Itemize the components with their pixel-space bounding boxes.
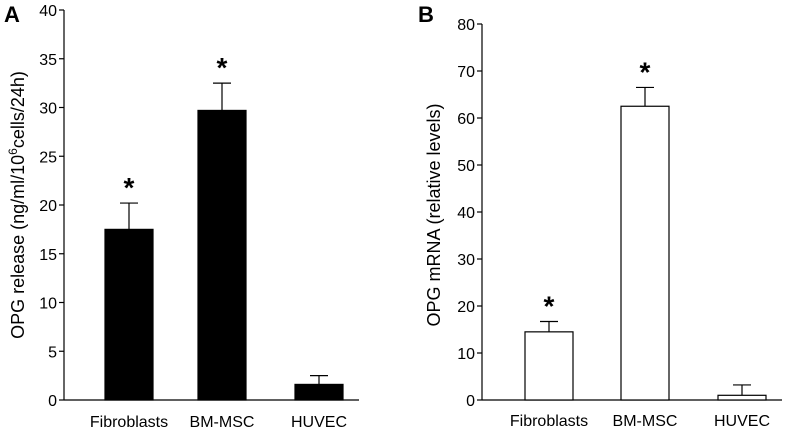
panel-b-bar bbox=[717, 394, 767, 401]
panel-a-y-axis-label-superscript: 6 bbox=[6, 148, 20, 155]
panel-a-y-axis-label-part2: cells/24h) bbox=[8, 71, 28, 148]
panel-b-y-tick-label: 30 bbox=[457, 252, 475, 269]
panel-b-category-label: HUVEC bbox=[714, 413, 770, 430]
panel-a-significance-star: * bbox=[124, 172, 135, 203]
panel-a: A OPG release (ng/ml/106cells/24h) 0 5 10 1… bbox=[4, 2, 359, 431]
panel-b-y-tick-label: 70 bbox=[457, 64, 475, 81]
panel-a-y-axis-label: OPG release (ng/ml/106cells/24h) bbox=[6, 71, 28, 339]
panel-a-significance-star: * bbox=[217, 52, 228, 83]
panel-b-y-tick-label: 10 bbox=[457, 346, 475, 363]
panel-b-y-tick-label: 0 bbox=[466, 393, 475, 410]
panel-a-y-tick-label: 10 bbox=[39, 296, 57, 313]
panel-b-category-label: BM-MSC bbox=[613, 413, 678, 430]
panel-b-bar bbox=[620, 105, 670, 401]
panel-b-bar bbox=[524, 331, 574, 401]
panel-a-bar bbox=[197, 109, 247, 401]
panel-b-y-tick-label: 40 bbox=[457, 205, 475, 222]
panel-b-significance-star: * bbox=[640, 56, 651, 87]
panel-a-category-label: Fibroblasts bbox=[90, 414, 168, 431]
panel-a-category-label: HUVEC bbox=[291, 414, 347, 431]
panel-a-y-tick-label: 15 bbox=[39, 247, 57, 264]
panel-b-category-label: Fibroblasts bbox=[510, 413, 588, 430]
panel-a-label: A bbox=[4, 2, 20, 27]
panel-a-bar bbox=[294, 383, 344, 401]
panel-b: B OPG mRNA (relative levels) 0 10 20 30 40 50… bbox=[418, 2, 782, 430]
panel-a-y-tick-label: 25 bbox=[39, 149, 57, 166]
panel-a-y-tick-label: 0 bbox=[48, 393, 57, 410]
panel-b-y-tick-label: 80 bbox=[457, 17, 475, 34]
panel-a-y-tick-label: 35 bbox=[39, 52, 57, 69]
panel-a-bar bbox=[104, 228, 154, 401]
panel-b-y-axis-label: OPG mRNA (relative levels) bbox=[424, 103, 444, 326]
panel-b-y-tick-label: 50 bbox=[457, 158, 475, 175]
panel-b-significance-star: * bbox=[544, 291, 555, 322]
panel-a-y-tick-label: 5 bbox=[48, 344, 57, 361]
panel-b-marks: 0 10 20 30 40 50 60 70 80 * Fibroblasts * BM-MSC HUVE… bbox=[457, 17, 782, 430]
panel-b-y-tick-label: 60 bbox=[457, 111, 475, 128]
panel-a-y-tick-label: 40 bbox=[39, 3, 57, 20]
panel-a-y-tick-label: 30 bbox=[39, 101, 57, 118]
panel-a-marks: 0 5 10 15 20 25 30 35 40 * Fibroblasts * BM-MSC HUVEC bbox=[39, 3, 359, 431]
panel-a-y-tick-label: 20 bbox=[39, 198, 57, 215]
panel-a-category-label: BM-MSC bbox=[190, 414, 255, 431]
panel-b-y-tick-label: 20 bbox=[457, 299, 475, 316]
panel-a-y-axis-label-part1: OPG release (ng/ml/10 bbox=[8, 155, 28, 339]
panel-b-label: B bbox=[418, 2, 434, 27]
